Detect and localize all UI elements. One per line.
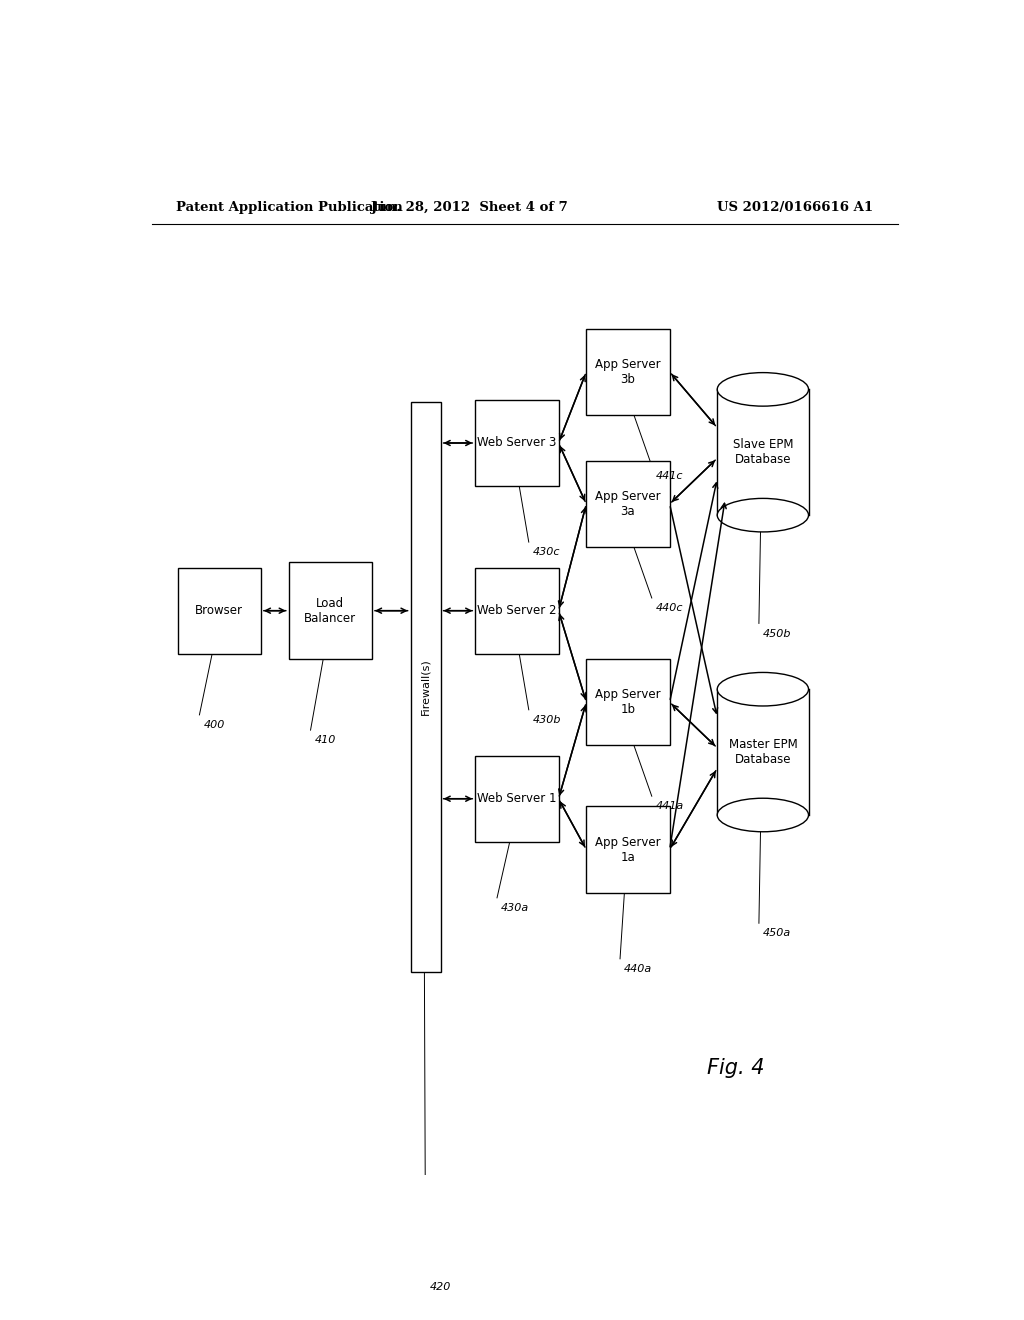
Text: App Server
3b: App Server 3b <box>595 358 660 385</box>
FancyBboxPatch shape <box>289 562 372 659</box>
Text: Load
Balancer: Load Balancer <box>304 597 356 624</box>
FancyBboxPatch shape <box>411 403 440 972</box>
Text: 400: 400 <box>204 719 224 730</box>
Text: Web Server 3: Web Server 3 <box>477 437 557 450</box>
Text: Patent Application Publication: Patent Application Publication <box>176 201 402 214</box>
Text: Web Server 2: Web Server 2 <box>477 605 557 618</box>
Text: 440c: 440c <box>655 603 683 614</box>
Text: Slave EPM
Database: Slave EPM Database <box>732 438 794 466</box>
Ellipse shape <box>717 799 809 832</box>
Text: 441a: 441a <box>655 801 684 812</box>
FancyBboxPatch shape <box>177 568 261 653</box>
FancyBboxPatch shape <box>475 400 558 486</box>
Text: Jun. 28, 2012  Sheet 4 of 7: Jun. 28, 2012 Sheet 4 of 7 <box>371 201 567 214</box>
Bar <box>717 389 809 515</box>
Ellipse shape <box>717 499 809 532</box>
Text: 450b: 450b <box>763 628 792 639</box>
Text: App Server
1b: App Server 1b <box>595 688 660 717</box>
Text: 430a: 430a <box>501 903 529 913</box>
Text: 450a: 450a <box>763 928 792 939</box>
Text: US 2012/0166616 A1: US 2012/0166616 A1 <box>717 201 872 214</box>
FancyBboxPatch shape <box>475 755 558 842</box>
Text: 420: 420 <box>430 1282 451 1291</box>
Text: 430b: 430b <box>532 715 561 725</box>
FancyBboxPatch shape <box>587 461 670 548</box>
Text: Fig. 4: Fig. 4 <box>708 1059 765 1078</box>
Text: 441c: 441c <box>655 471 683 480</box>
Text: Firewall(s): Firewall(s) <box>421 659 431 715</box>
Text: Master EPM
Database: Master EPM Database <box>728 738 798 766</box>
FancyBboxPatch shape <box>587 807 670 892</box>
Text: App Server
1a: App Server 1a <box>595 836 660 863</box>
FancyBboxPatch shape <box>587 659 670 746</box>
Text: 430c: 430c <box>532 548 560 557</box>
Text: 410: 410 <box>314 735 336 746</box>
FancyBboxPatch shape <box>475 568 558 653</box>
Text: Browser: Browser <box>196 605 244 618</box>
Ellipse shape <box>717 672 809 706</box>
Text: 440a: 440a <box>624 964 652 974</box>
Text: Web Server 1: Web Server 1 <box>477 792 557 805</box>
Ellipse shape <box>717 372 809 407</box>
Bar <box>717 689 809 814</box>
Text: App Server
3a: App Server 3a <box>595 490 660 517</box>
FancyBboxPatch shape <box>587 329 670 414</box>
